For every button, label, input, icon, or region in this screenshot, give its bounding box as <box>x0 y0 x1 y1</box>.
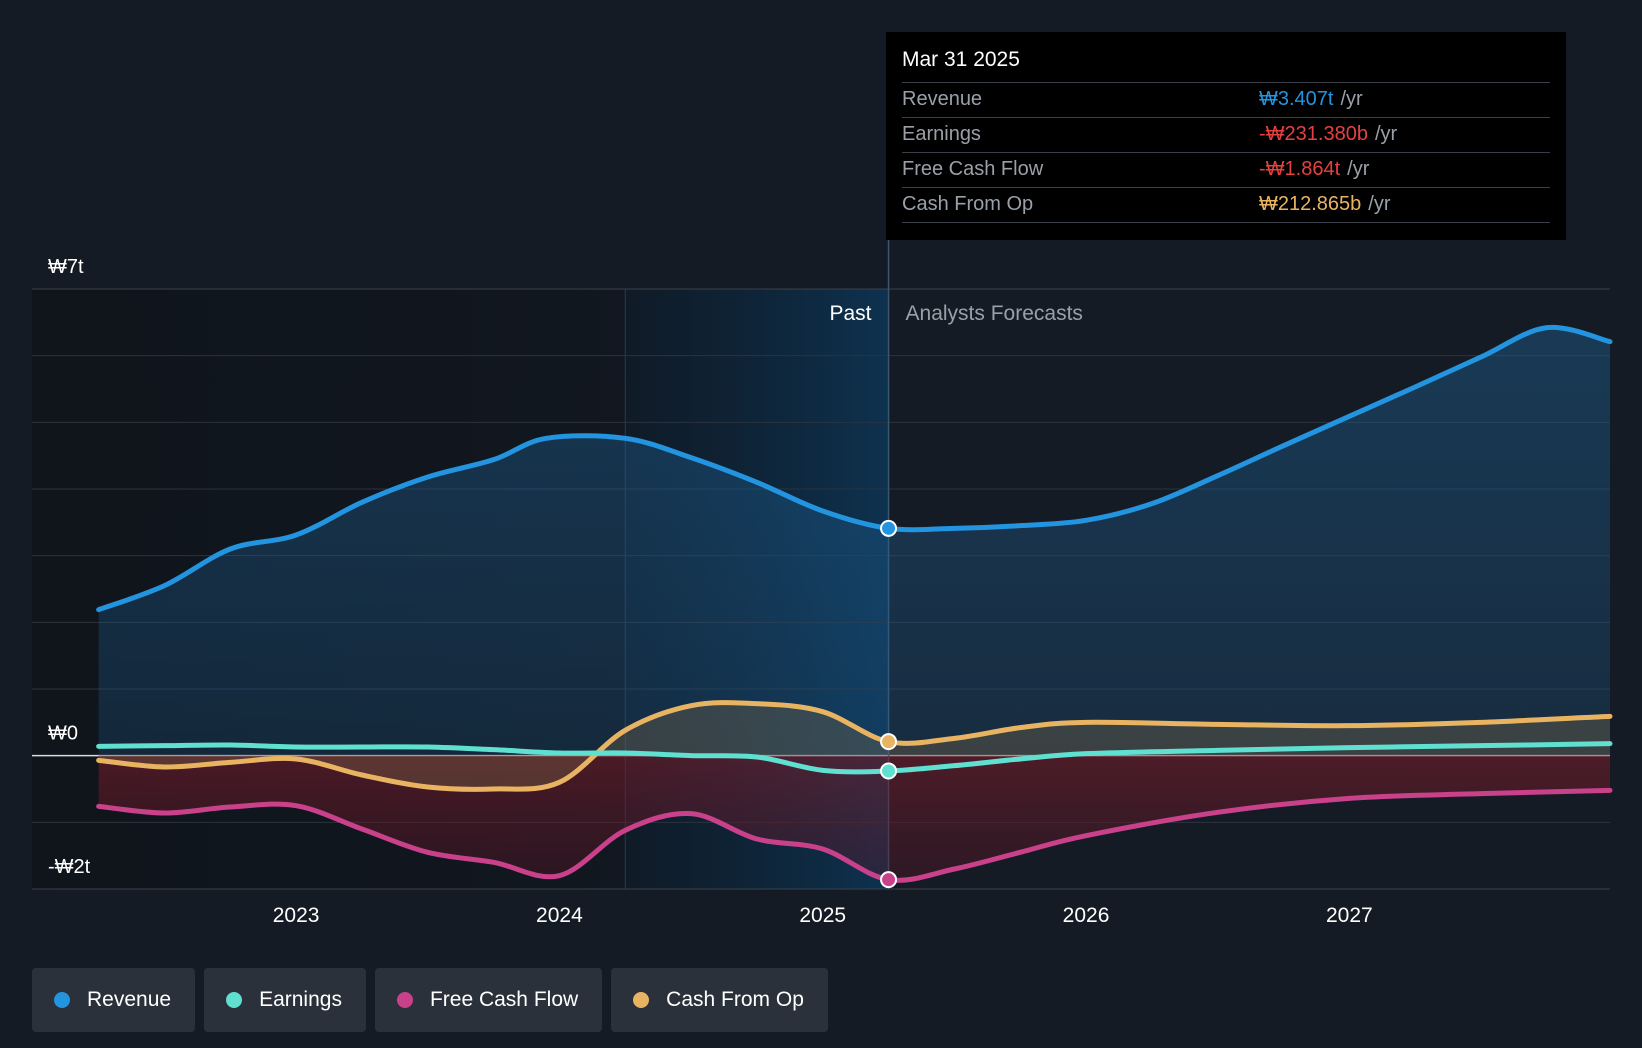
tooltip-unit: /yr <box>1347 158 1370 180</box>
y-tick-label: ₩7t <box>48 256 84 278</box>
x-tick-label: 2023 <box>273 904 320 927</box>
revenue-dot-icon <box>54 992 70 1008</box>
free-cash-flow-line <box>96 787 1613 883</box>
tooltip-unit: /yr <box>1368 193 1391 215</box>
earnings-dot-icon <box>226 992 243 1008</box>
free-cash-flow-marker <box>880 871 898 889</box>
cash-from-op-area <box>98 702 1610 790</box>
tooltip-unit: /yr <box>1340 88 1363 110</box>
cash-from-op-marker <box>880 733 898 751</box>
legend-label: Revenue <box>87 988 172 1011</box>
tooltip-label: Cash From Op <box>902 193 1034 215</box>
legend-label: Earnings <box>259 988 342 1011</box>
revenue-marker <box>880 519 898 537</box>
tooltip-label: Earnings <box>902 123 981 145</box>
legend-label: Free Cash Flow <box>429 988 579 1011</box>
tooltip-label: Free Cash Flow <box>902 158 1044 180</box>
legend-item-cash-from-op[interactable]: Cash From Op <box>611 968 828 1032</box>
x-tick-label: 2026 <box>1063 904 1110 927</box>
tooltip-date: Mar 31 2025 <box>902 46 1550 83</box>
tooltip-unit: /yr <box>1374 123 1398 145</box>
legend-item-earnings[interactable]: Earnings <box>204 968 366 1032</box>
x-tick-label: 2025 <box>799 904 846 927</box>
tooltip-row-earnings: Earnings -₩231.380b /yr <box>902 118 1550 153</box>
tooltip-row-free-cash-flow: Free Cash Flow -₩1.864t /yr <box>902 153 1550 188</box>
tooltip-value: -₩231.380b <box>1259 123 1368 145</box>
x-tick-label: 2027 <box>1326 904 1373 927</box>
tooltip: Mar 31 2025 Revenue ₩3.407t /yr Earnings… <box>886 32 1566 240</box>
tooltip-row-cash-from-op: Cash From Op ₩212.865b /yr <box>902 188 1550 223</box>
legend-item-revenue[interactable]: Revenue <box>32 968 196 1032</box>
tooltip-value: ₩212.865b <box>1259 193 1362 215</box>
y-tick-label: ₩0 <box>48 723 78 745</box>
tooltip-label: Revenue <box>902 88 983 110</box>
y-tick-label: -₩2t <box>48 856 91 878</box>
free-cash-flow-area <box>98 755 1610 881</box>
x-tick-label: 2024 <box>536 904 583 927</box>
legend-label: Cash From Op <box>666 988 804 1011</box>
tooltip-value: -₩1.864t <box>1259 158 1341 180</box>
past-label: Past <box>830 302 872 325</box>
legend-item-free-cash-flow[interactable]: Free Cash Flow <box>374 968 603 1032</box>
tooltip-value: ₩3.407t <box>1259 88 1334 110</box>
earnings-marker <box>880 762 898 780</box>
legend: Revenue Earnings Free Cash Flow Cash Fro… <box>32 968 828 1032</box>
cash-from-op-dot-icon <box>633 992 650 1008</box>
revenue-line <box>96 324 1613 613</box>
earnings-line <box>96 741 1613 775</box>
tooltip-row-revenue: Revenue ₩3.407t /yr <box>902 83 1550 118</box>
forecast-label: Analysts Forecasts <box>906 302 1083 325</box>
revenue-area <box>98 327 1610 756</box>
cash-from-op-line <box>96 700 1613 792</box>
free-cash-flow-dot-icon <box>396 992 413 1008</box>
